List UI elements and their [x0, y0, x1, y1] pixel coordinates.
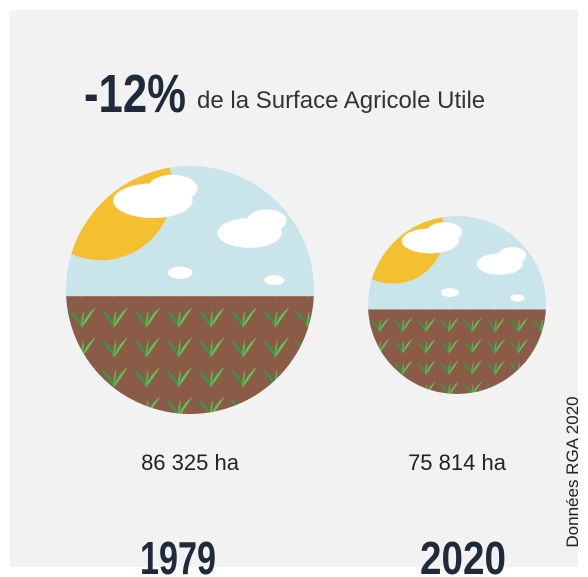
year-label: 1979 — [140, 532, 216, 577]
change-figure: -12% — [84, 64, 186, 124]
headline-label: de la Surface Agricole Utile — [197, 87, 485, 114]
area-label: 75 814 ha — [408, 450, 507, 475]
infographic: -12% de la Surface Agricole Utile 86 325… — [0, 0, 588, 577]
area-label: 86 325 ha — [141, 450, 240, 475]
source-note: Données RGA 2020 — [563, 396, 582, 547]
year-label: 2020 — [420, 532, 506, 577]
